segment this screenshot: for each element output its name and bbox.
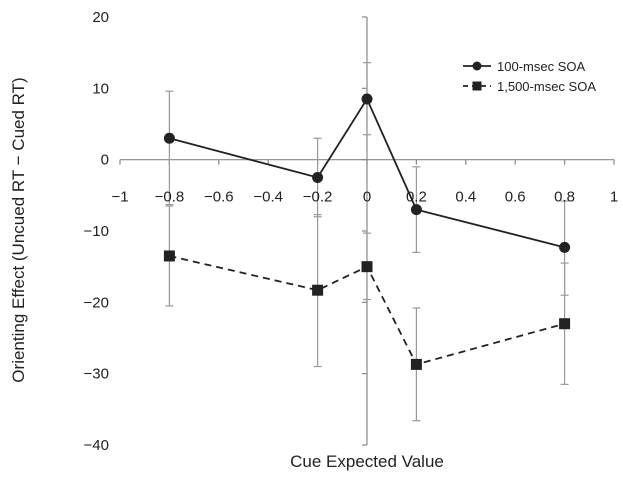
y-tick-label: −30 [84, 366, 109, 383]
data-point-square [410, 358, 422, 370]
x-tick-label: 0.4 [455, 189, 476, 206]
data-markers [163, 93, 571, 370]
x-tick-label: −0.8 [155, 189, 185, 206]
y-tick-label: 10 [92, 80, 109, 97]
y-tick-label: 20 [92, 9, 109, 26]
y-tick-label: 0 [101, 152, 109, 169]
x-tick-label: 0 [363, 189, 371, 206]
tick-labels: −40 −30 −20 −10 0 10 20 −1 −0.8 −0.6 −0.4 −0.2 0 0.2 0… [84, 9, 619, 454]
legend-marker-circle [472, 61, 482, 71]
y-tick-label: −10 [84, 223, 109, 240]
data-point-circle [410, 204, 422, 216]
x-tick-label: 0.6 [505, 189, 526, 206]
y-tick-label: −40 [84, 437, 109, 454]
x-tick-label: 0.2 [406, 189, 427, 206]
x-tick-label: −0.6 [204, 189, 234, 206]
data-point-square [163, 250, 175, 262]
data-point-circle [312, 172, 324, 183]
data-point-circle [361, 93, 373, 105]
x-tick-label: −0.2 [303, 189, 333, 206]
x-tick-label: 1 [610, 189, 618, 206]
data-point-square [312, 284, 324, 296]
legend-label: 100-msec SOA [497, 59, 585, 74]
x-tick-label: −1 [111, 189, 128, 206]
x-axis-label: Cue Expected Value [290, 452, 444, 471]
data-point-circle [559, 241, 571, 253]
data-point-square [559, 318, 571, 330]
x-tick-label: 0.8 [554, 189, 575, 206]
data-point-square [361, 261, 373, 273]
x-tick-label: −0.4 [253, 189, 283, 206]
legend: 100-msec SOA 1,500-msec SOA [463, 59, 596, 94]
y-tick-label: −20 [84, 294, 109, 311]
data-point-circle [163, 132, 175, 144]
y-axis-label: Orienting Effect (Uncued RT − Cued RT) [9, 77, 28, 382]
legend-marker-square [472, 81, 482, 91]
legend-label: 1,500-msec SOA [497, 79, 596, 94]
